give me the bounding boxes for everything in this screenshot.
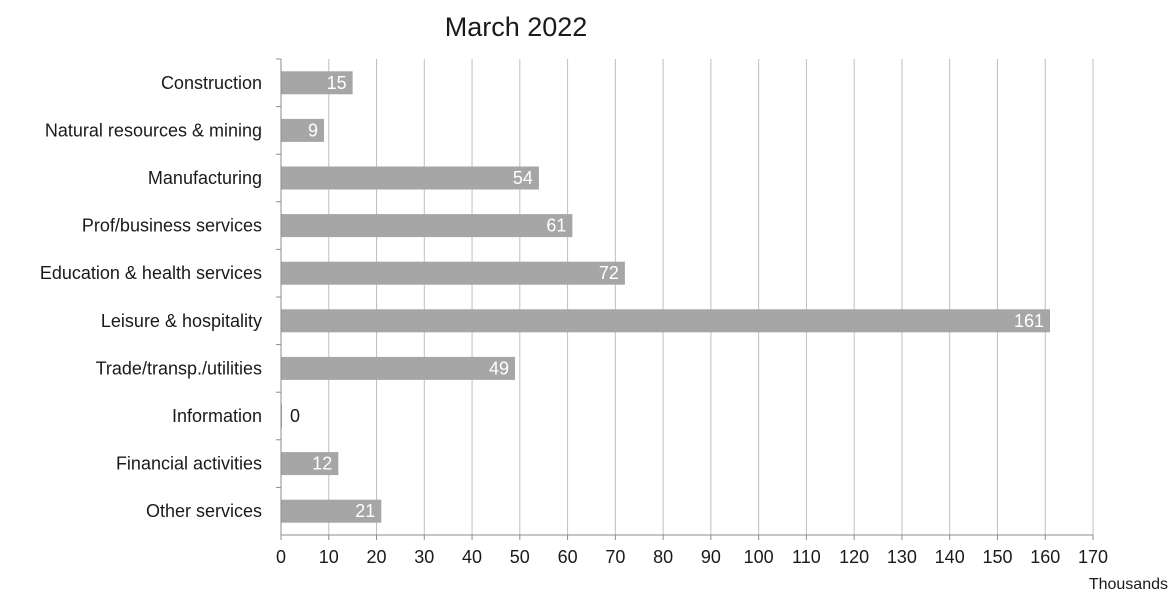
bar — [281, 118, 324, 142]
x-tick-label: 110 — [792, 547, 821, 567]
category-label: Construction — [161, 73, 262, 93]
bar — [281, 261, 625, 285]
x-tick-label: 100 — [744, 547, 774, 567]
x-tick-label: 150 — [982, 547, 1012, 567]
bar — [281, 309, 1051, 333]
x-tick-label: 40 — [462, 547, 482, 567]
x-tick-label: 30 — [414, 547, 434, 567]
category-label: Prof/business services — [82, 216, 262, 236]
x-tick-label: 80 — [653, 547, 673, 567]
data-label: 15 — [327, 73, 347, 93]
units-label: Thousands — [1089, 576, 1168, 593]
category-label: Education & health services — [40, 263, 262, 283]
bar — [281, 166, 539, 190]
x-tick-label: 0 — [276, 547, 286, 567]
data-label: 21 — [355, 501, 375, 521]
bars — [281, 71, 1051, 523]
data-label: 72 — [599, 263, 619, 283]
gridlines — [328, 59, 1094, 535]
x-tick-label: 160 — [1030, 547, 1060, 567]
chart-title: March 2022 — [445, 12, 588, 42]
data-label: 61 — [546, 216, 566, 236]
labels: 0 10 20 30 40 50 60 70 80 90 100 110 120 130 140 150 160… — [40, 73, 1108, 567]
category-label: Manufacturing — [148, 168, 262, 188]
data-label: 49 — [489, 358, 509, 378]
data-label: 161 — [1014, 311, 1044, 331]
x-tick-label: 60 — [558, 547, 578, 567]
data-label: 54 — [513, 168, 533, 188]
x-tick-label: 130 — [887, 547, 917, 567]
bar — [281, 356, 516, 380]
category-label: Leisure & hospitality — [101, 311, 262, 331]
x-tick-label: 50 — [510, 547, 530, 567]
x-tick-label: 90 — [701, 547, 721, 567]
x-tick-label: 70 — [605, 547, 625, 567]
axes — [276, 58, 1094, 540]
category-label: Natural resources & mining — [45, 120, 262, 140]
bar — [281, 71, 353, 95]
x-tick-label: 10 — [319, 547, 339, 567]
data-label: 9 — [308, 120, 318, 140]
category-label: Trade/transp./utilities — [96, 358, 262, 378]
x-tick-label: 120 — [839, 547, 869, 567]
category-label: Information — [172, 406, 262, 426]
bar — [281, 214, 573, 238]
x-tick-label: 170 — [1078, 547, 1108, 567]
data-label: 0 — [290, 406, 300, 426]
x-tick-label: 140 — [935, 547, 965, 567]
bar — [281, 499, 382, 523]
category-label: Other services — [146, 501, 262, 521]
category-label: Financial activities — [116, 454, 262, 474]
x-tick-label: 20 — [367, 547, 387, 567]
bar — [281, 452, 339, 476]
data-label: 12 — [312, 454, 332, 474]
